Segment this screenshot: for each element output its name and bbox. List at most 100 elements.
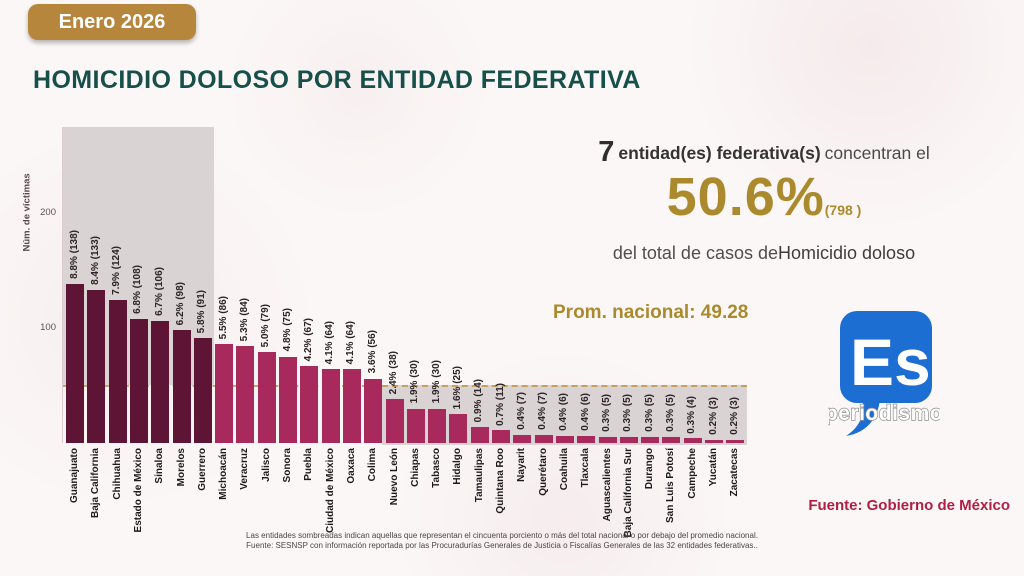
x-axis-label: Aguascalientes bbox=[601, 448, 613, 522]
x-axis-label: Coahuila bbox=[558, 448, 570, 491]
bar-value-label: 0.4% (7) bbox=[537, 392, 549, 430]
percentage-value: 50.6% bbox=[666, 167, 825, 227]
bar bbox=[598, 437, 617, 443]
bar bbox=[534, 434, 553, 443]
y-axis-line bbox=[62, 127, 63, 443]
bar bbox=[300, 365, 319, 443]
bar bbox=[342, 369, 361, 443]
bar bbox=[428, 408, 447, 443]
bar-value-label: 6.8% (108) bbox=[132, 264, 144, 314]
footnote: Las entidades sombreadas indican aquella… bbox=[182, 531, 822, 551]
bar bbox=[641, 437, 660, 443]
bar bbox=[172, 330, 191, 443]
x-axis-label: Baja California bbox=[90, 448, 102, 519]
bar bbox=[87, 290, 106, 443]
x-axis-label: Quintana Roo bbox=[495, 448, 506, 514]
bar-value-label: 0.3% (4) bbox=[686, 395, 698, 434]
bar bbox=[279, 356, 297, 443]
bar-value-label: 0.3% (5) bbox=[664, 394, 676, 433]
bar-value-label: 4.1% (64) bbox=[324, 321, 336, 365]
bar bbox=[555, 436, 574, 443]
total-prefix: del total de casos de bbox=[612, 243, 779, 263]
bar-value-label: 8.4% (133) bbox=[89, 236, 101, 286]
bar-value-label: 0.9% (14) bbox=[473, 378, 485, 422]
bar-value-label: 0.3% (5) bbox=[601, 394, 612, 433]
logo-bubble-tail bbox=[846, 399, 880, 436]
bar bbox=[577, 436, 596, 443]
bar-value-label: 4.1% (64) bbox=[345, 321, 357, 365]
x-axis-label: Chihuahua bbox=[111, 448, 123, 500]
x-axis-label: Nayarit bbox=[516, 448, 528, 482]
bar-value-label: 5.8% (91) bbox=[196, 290, 208, 334]
bar-value-label: 0.2% (3) bbox=[707, 396, 719, 435]
x-axis-label: Puebla bbox=[303, 448, 315, 481]
concentran-label: concentran el bbox=[824, 143, 930, 163]
national-average-label: Prom. nacional: 49.28 bbox=[553, 302, 749, 323]
bar bbox=[215, 344, 234, 443]
bar bbox=[662, 437, 681, 443]
x-axis-label: Zacatecas bbox=[729, 448, 741, 497]
es-periodismo-logo: Es periodismo bbox=[824, 303, 943, 443]
x-axis-label: Querétaro bbox=[537, 448, 549, 496]
total-suffix: Homicidio doloso bbox=[778, 243, 916, 263]
x-axis-label: Estado de México bbox=[132, 448, 144, 533]
bar-value-label: 0.3% (5) bbox=[622, 394, 634, 433]
bar-value-label: 4.2% (67) bbox=[302, 317, 314, 361]
bar bbox=[321, 369, 340, 443]
bar-value-label: 0.2% (3) bbox=[728, 396, 740, 435]
entities-label: entidad(es) federativa(s) bbox=[618, 143, 821, 163]
bar-value-label: 2.4% (38) bbox=[388, 350, 399, 395]
x-axis-label: Jalisco bbox=[260, 448, 272, 482]
y-tick-label: 100 bbox=[40, 322, 56, 333]
bar bbox=[129, 318, 148, 443]
x-axis-label: Yucatán bbox=[708, 448, 719, 487]
bar bbox=[726, 439, 745, 443]
logo-text-main: Es bbox=[850, 325, 931, 399]
x-axis-label: Chiapas bbox=[409, 448, 421, 487]
x-axis-label: Tlaxcala bbox=[580, 448, 592, 488]
bar-value-label: 0.4% (6) bbox=[579, 393, 591, 432]
y-tick-label: 200 bbox=[40, 207, 56, 218]
bar bbox=[683, 438, 702, 443]
bar bbox=[257, 352, 276, 443]
x-axis-label: Nuevo León bbox=[388, 448, 400, 506]
footnote-line1: Las entidades sombreadas indican aquella… bbox=[246, 531, 758, 540]
bar bbox=[108, 300, 127, 443]
bar bbox=[449, 414, 468, 443]
x-axis-label: Oaxaca bbox=[345, 448, 357, 484]
bar bbox=[66, 284, 84, 443]
bar bbox=[705, 439, 723, 443]
x-axis-label: Morelos bbox=[175, 448, 187, 487]
page-title: HOMICIDIO DOLOSO POR ENTIDAD FEDERATIVA bbox=[33, 66, 641, 94]
bar-value-label: 4.8% (75) bbox=[281, 308, 293, 352]
bar bbox=[406, 408, 425, 443]
cases-count: (798 ) bbox=[824, 202, 862, 218]
bar bbox=[470, 426, 489, 443]
y-axis-title: Núm. de víctimas bbox=[21, 173, 33, 252]
bar-value-label: 1.9% (30) bbox=[409, 360, 421, 404]
x-axis-label: Colima bbox=[367, 448, 379, 482]
national-average-line bbox=[63, 385, 747, 387]
date-badge-label: Enero 2026 bbox=[58, 10, 166, 33]
bar bbox=[492, 430, 510, 443]
summary-total-line: del total de casos deHomicidio doloso bbox=[552, 243, 976, 264]
bar-value-label: 1.9% (30) bbox=[430, 360, 442, 404]
summary-percentage-row: 50.6%(798 ) bbox=[552, 169, 976, 239]
x-axis-label: Veracruz bbox=[239, 448, 251, 490]
bar bbox=[385, 399, 404, 443]
bar-value-label: 8.8% (138) bbox=[68, 230, 80, 280]
x-axis-label: Campeche bbox=[686, 448, 698, 499]
bar-value-label: 0.3% (5) bbox=[643, 394, 655, 433]
bar-value-label: 3.6% (56) bbox=[366, 330, 378, 374]
bar-value-label: 0.7% (11) bbox=[494, 382, 506, 426]
x-axis-label: Guanajuato bbox=[69, 448, 80, 504]
logo-bubble bbox=[840, 311, 932, 403]
bar-value-label: 0.4% (6) bbox=[558, 393, 570, 432]
bar bbox=[151, 321, 170, 443]
x-axis-label: Michoacán bbox=[218, 448, 230, 500]
x-axis-label: Tamaulipas bbox=[473, 448, 485, 503]
bar-value-label: 6.7% (106) bbox=[153, 267, 165, 317]
x-axis-label: Durango bbox=[644, 448, 656, 490]
bar bbox=[513, 434, 532, 443]
